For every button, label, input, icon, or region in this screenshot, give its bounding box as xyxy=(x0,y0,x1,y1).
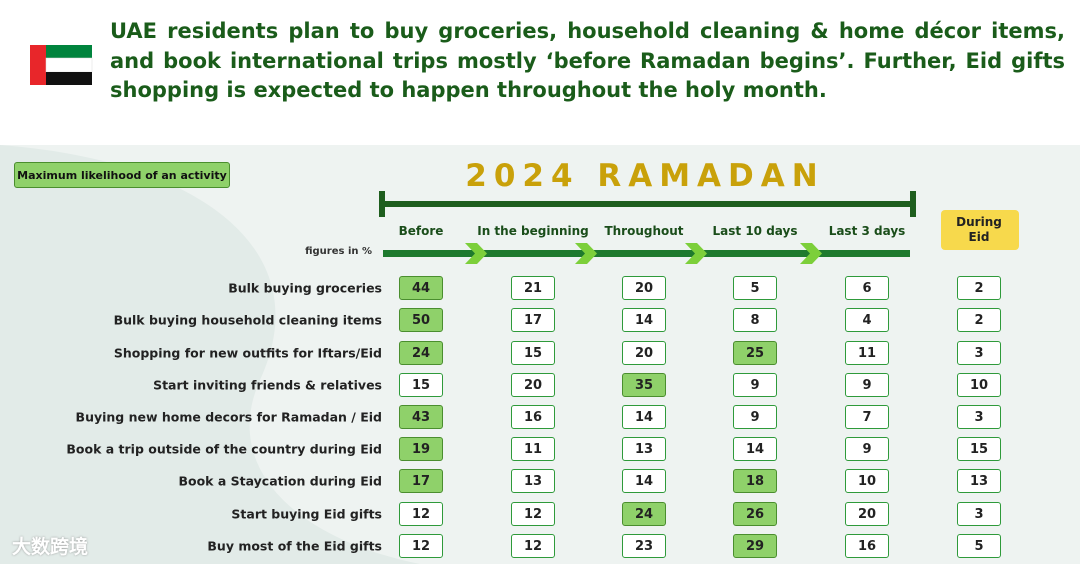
value-cell: 24 xyxy=(622,502,666,526)
row-label: Start inviting friends & relatives xyxy=(153,377,382,393)
value-cell: 21 xyxy=(511,276,555,300)
value-cell: 8 xyxy=(733,308,777,332)
value-cell: 3 xyxy=(957,341,1001,365)
row-label: Start buying Eid gifts xyxy=(231,506,382,522)
value-cell: 14 xyxy=(733,437,777,461)
row-label: Book a trip outside of the country durin… xyxy=(66,441,382,457)
value-cell: 2 xyxy=(957,276,1001,300)
row-label: Bulk buying groceries xyxy=(228,280,382,296)
value-cell: 4 xyxy=(845,308,889,332)
value-cell: 14 xyxy=(622,469,666,493)
value-cell: 12 xyxy=(511,534,555,558)
value-cell: 5 xyxy=(957,534,1001,558)
value-cell: 15 xyxy=(511,341,555,365)
value-cell: 12 xyxy=(399,502,443,526)
value-cell: 9 xyxy=(845,373,889,397)
value-cell: 16 xyxy=(845,534,889,558)
column-header: Last 10 days xyxy=(712,224,798,238)
value-cell: 12 xyxy=(511,502,555,526)
legend: Maximum likelihood of an activity xyxy=(14,162,230,188)
column-header: In the beginning xyxy=(477,224,589,238)
value-cell: 13 xyxy=(622,437,666,461)
value-cell: 14 xyxy=(622,308,666,332)
value-cell: 12 xyxy=(399,534,443,558)
value-cell: 9 xyxy=(733,405,777,429)
value-cell: 29 xyxy=(733,534,777,558)
value-cell: 13 xyxy=(957,469,1001,493)
value-cell: 3 xyxy=(957,405,1001,429)
value-cell: 2 xyxy=(957,308,1001,332)
value-cell: 20 xyxy=(511,373,555,397)
value-cell: 23 xyxy=(622,534,666,558)
value-cell: 20 xyxy=(622,276,666,300)
value-cell: 5 xyxy=(733,276,777,300)
column-header: Last 3 days xyxy=(828,224,906,238)
flag xyxy=(30,45,93,85)
unit-note: figures in % xyxy=(305,246,372,257)
value-cell: 14 xyxy=(622,405,666,429)
value-cell: 44 xyxy=(399,276,443,300)
value-cell: 25 xyxy=(733,341,777,365)
eid-box xyxy=(941,210,1019,250)
row-label: Buying new home decors for Ramadan / Eid xyxy=(75,409,382,425)
row-label: Bulk buying household cleaning items xyxy=(113,312,382,328)
value-cell: 10 xyxy=(957,373,1001,397)
value-cell: 9 xyxy=(845,437,889,461)
value-cell: 6 xyxy=(845,276,889,300)
value-cell: 13 xyxy=(511,469,555,493)
value-cell: 18 xyxy=(733,469,777,493)
row-label: Book a Staycation during Eid xyxy=(178,473,382,489)
column-header: Throughout xyxy=(604,224,684,238)
column-header: During Eid xyxy=(956,215,1002,244)
timeline xyxy=(379,191,916,264)
value-cell: 11 xyxy=(845,341,889,365)
value-cell: 3 xyxy=(957,502,1001,526)
row-label: Buy most of the Eid gifts xyxy=(207,538,382,554)
value-cell: 19 xyxy=(399,437,443,461)
value-cell: 11 xyxy=(511,437,555,461)
value-cell: 17 xyxy=(511,308,555,332)
value-cell: 20 xyxy=(845,502,889,526)
value-cell: 15 xyxy=(957,437,1001,461)
value-cell: 50 xyxy=(399,308,443,332)
value-cell: 15 xyxy=(399,373,443,397)
value-cell: 24 xyxy=(399,341,443,365)
value-cell: 9 xyxy=(733,373,777,397)
column-header: Before xyxy=(398,224,444,238)
watermark: 大数跨境 xyxy=(12,536,89,558)
value-cell: 16 xyxy=(511,405,555,429)
title: UAE residents plan to buy groceries, hou… xyxy=(110,19,1065,102)
value-cell: 7 xyxy=(845,405,889,429)
value-cell: 10 xyxy=(845,469,889,493)
timeline-title: 2024 RAMADAN xyxy=(465,158,825,194)
value-cell: 17 xyxy=(399,469,443,493)
value-cell: 26 xyxy=(733,502,777,526)
row-label: Shopping for new outfits for Iftars/Eid xyxy=(113,345,382,361)
value-cell: 20 xyxy=(622,341,666,365)
value-cell: 35 xyxy=(622,373,666,397)
value-cell: 43 xyxy=(399,405,443,429)
